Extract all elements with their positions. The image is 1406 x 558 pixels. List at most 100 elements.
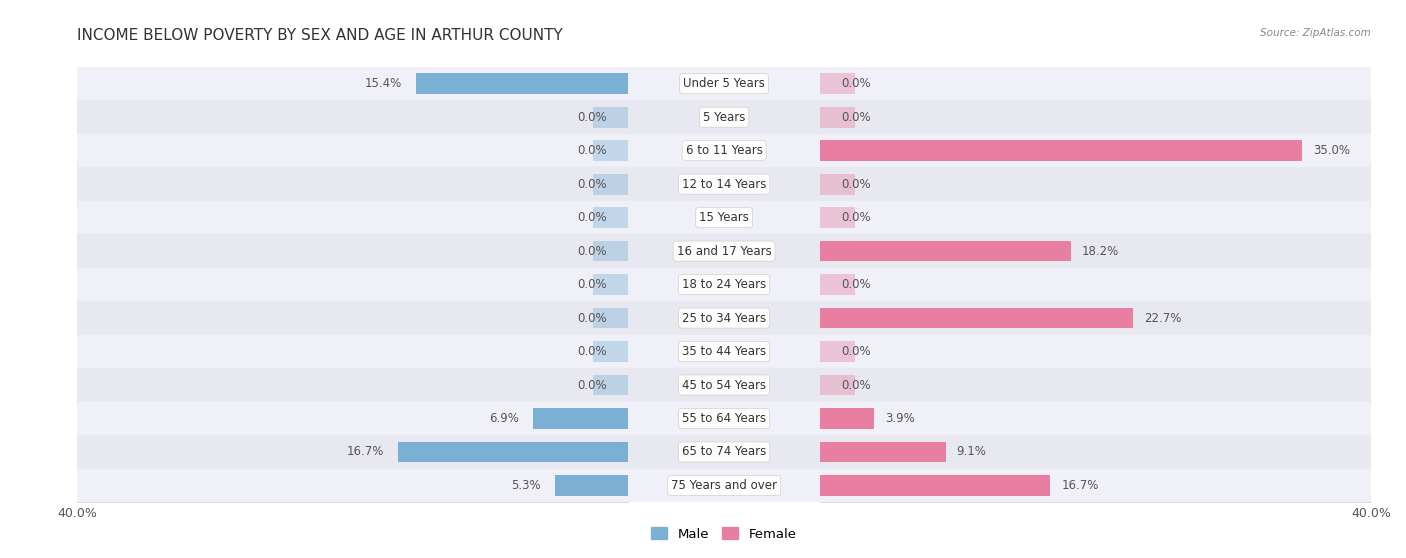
Text: 22.7%: 22.7%: [1144, 311, 1181, 325]
Bar: [821, 274, 855, 295]
Text: 75 Years and over: 75 Years and over: [671, 479, 778, 492]
Bar: [77, 469, 627, 502]
Bar: [77, 301, 627, 335]
Text: 0.0%: 0.0%: [578, 211, 607, 224]
Bar: [821, 73, 855, 94]
Bar: [627, 469, 821, 502]
Bar: [821, 374, 855, 396]
Bar: [821, 341, 855, 362]
Bar: [821, 167, 1371, 201]
Bar: [627, 435, 821, 469]
Bar: [821, 240, 1071, 262]
Bar: [627, 268, 821, 301]
Bar: [821, 307, 1133, 329]
Text: 0.0%: 0.0%: [578, 144, 607, 157]
Text: 0.0%: 0.0%: [578, 177, 607, 191]
Text: 0.0%: 0.0%: [841, 110, 870, 124]
Bar: [821, 469, 1371, 502]
Text: 15.4%: 15.4%: [364, 77, 402, 90]
Text: 0.0%: 0.0%: [578, 278, 607, 291]
Bar: [627, 301, 821, 335]
Bar: [555, 475, 627, 496]
Text: 45 to 54 Years: 45 to 54 Years: [682, 378, 766, 392]
Bar: [627, 234, 821, 268]
Bar: [821, 234, 1371, 268]
Text: 15 Years: 15 Years: [699, 211, 749, 224]
Text: 16.7%: 16.7%: [347, 445, 384, 459]
Text: Under 5 Years: Under 5 Years: [683, 77, 765, 90]
Bar: [821, 174, 855, 195]
Text: 0.0%: 0.0%: [841, 211, 870, 224]
Bar: [821, 207, 855, 228]
Text: 0.0%: 0.0%: [841, 77, 870, 90]
Text: 0.0%: 0.0%: [578, 345, 607, 358]
Bar: [593, 240, 627, 262]
Bar: [821, 301, 1371, 335]
Bar: [77, 67, 627, 100]
Bar: [77, 134, 627, 167]
Bar: [77, 268, 627, 301]
Bar: [77, 234, 627, 268]
Text: 0.0%: 0.0%: [578, 311, 607, 325]
Bar: [627, 335, 821, 368]
Bar: [627, 201, 821, 234]
Text: 3.9%: 3.9%: [886, 412, 915, 425]
Bar: [77, 100, 627, 134]
Bar: [593, 341, 627, 362]
Text: 9.1%: 9.1%: [956, 445, 987, 459]
Text: 0.0%: 0.0%: [841, 378, 870, 392]
Bar: [593, 107, 627, 128]
Bar: [77, 167, 627, 201]
Text: 55 to 64 Years: 55 to 64 Years: [682, 412, 766, 425]
Legend: Male, Female: Male, Female: [647, 522, 801, 546]
Text: 6.9%: 6.9%: [489, 412, 519, 425]
Text: 0.0%: 0.0%: [578, 378, 607, 392]
Bar: [821, 107, 855, 128]
Bar: [593, 140, 627, 161]
Bar: [593, 207, 627, 228]
Bar: [821, 435, 1371, 469]
Bar: [77, 335, 627, 368]
Text: 18.2%: 18.2%: [1081, 244, 1119, 258]
Bar: [627, 100, 821, 134]
Bar: [627, 402, 821, 435]
Bar: [821, 134, 1371, 167]
Bar: [821, 335, 1371, 368]
Bar: [821, 368, 1371, 402]
Bar: [821, 408, 875, 429]
Text: 0.0%: 0.0%: [578, 110, 607, 124]
Bar: [77, 402, 627, 435]
Text: 16.7%: 16.7%: [1062, 479, 1098, 492]
Bar: [77, 201, 627, 234]
Text: 0.0%: 0.0%: [841, 177, 870, 191]
Bar: [593, 307, 627, 329]
Text: 5.3%: 5.3%: [512, 479, 541, 492]
Text: 12 to 14 Years: 12 to 14 Years: [682, 177, 766, 191]
Text: 35 to 44 Years: 35 to 44 Years: [682, 345, 766, 358]
Text: 18 to 24 Years: 18 to 24 Years: [682, 278, 766, 291]
Text: 25 to 34 Years: 25 to 34 Years: [682, 311, 766, 325]
Bar: [821, 402, 1371, 435]
Text: INCOME BELOW POVERTY BY SEX AND AGE IN ARTHUR COUNTY: INCOME BELOW POVERTY BY SEX AND AGE IN A…: [77, 28, 562, 43]
Bar: [821, 140, 1302, 161]
Bar: [627, 368, 821, 402]
Text: 5 Years: 5 Years: [703, 110, 745, 124]
Bar: [821, 475, 1050, 496]
Text: 0.0%: 0.0%: [578, 244, 607, 258]
Text: 0.0%: 0.0%: [841, 345, 870, 358]
Bar: [398, 441, 627, 463]
Bar: [593, 274, 627, 295]
Bar: [416, 73, 627, 94]
Bar: [821, 441, 946, 463]
Bar: [821, 201, 1371, 234]
Text: 35.0%: 35.0%: [1313, 144, 1350, 157]
Text: 65 to 74 Years: 65 to 74 Years: [682, 445, 766, 459]
Bar: [533, 408, 627, 429]
Bar: [627, 167, 821, 201]
Bar: [821, 268, 1371, 301]
Bar: [821, 100, 1371, 134]
Bar: [593, 174, 627, 195]
Bar: [821, 67, 1371, 100]
Bar: [627, 134, 821, 167]
Bar: [627, 67, 821, 100]
